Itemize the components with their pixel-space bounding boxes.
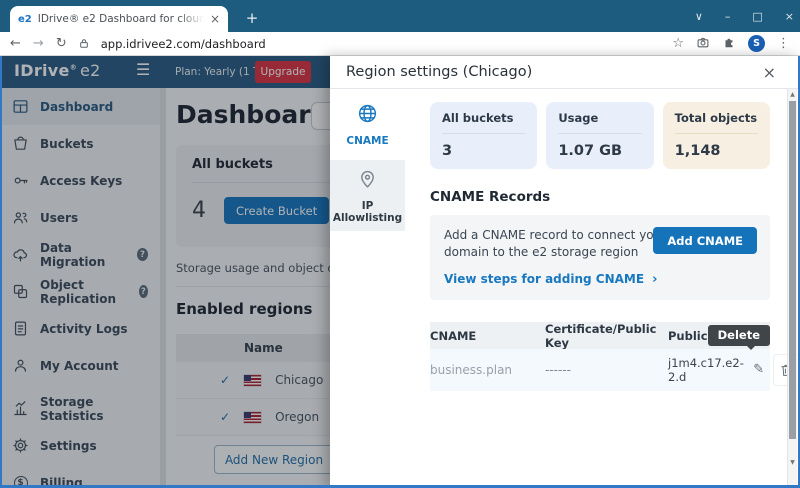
reload-icon[interactable]: ↻ — [55, 36, 67, 51]
sidebar-item-activity-logs[interactable]: Activity Logs — [0, 310, 160, 347]
panel-close-icon[interactable]: × — [762, 62, 776, 82]
address-bar: ← → ↻ app.idrivee2.com/dashboard ☆ S ⋮ — [0, 32, 800, 56]
panel-tab-list: CNAME IP Allowlisting — [330, 89, 405, 231]
add-cname-button[interactable]: Add CNAME — [653, 227, 757, 254]
storage-usage-note: Storage usage and object count — [176, 261, 360, 275]
panel-content: All buckets 3 Usage 1.07 GB Total object… — [405, 89, 800, 488]
bucket-count: 4 — [192, 198, 206, 223]
site-favicon-icon: e2 — [18, 13, 32, 25]
logs-document-icon — [12, 320, 29, 337]
sidebar-item-buckets[interactable]: Buckets — [0, 125, 160, 162]
sidebar-scrollbar[interactable] — [160, 88, 166, 488]
region-settings-panel: Region settings (Chicago) × CNAME IP All… — [330, 56, 800, 488]
sidebar-item-billing[interactable]: $ Billing — [0, 464, 160, 488]
forward-icon[interactable]: → — [32, 36, 44, 51]
profile-avatar[interactable]: S — [748, 35, 765, 52]
camera-extension-icon[interactable] — [696, 36, 710, 52]
sidebar-item-access-keys[interactable]: Access Keys — [0, 162, 160, 199]
edit-pencil-icon[interactable]: ✎ — [753, 362, 765, 378]
plan-label: Plan: Yearly (1 TB) — [175, 66, 271, 78]
us-flag-icon — [244, 411, 262, 423]
bar-chart-icon — [12, 400, 29, 417]
person-icon — [12, 357, 29, 374]
key-icon — [12, 172, 29, 189]
panel-header: Region settings (Chicago) × — [330, 56, 800, 89]
sidebar-item-users[interactable]: Users — [0, 199, 160, 236]
cname-table-row: business.plan ------ j1m4.c17.e2-2.d ✎ D… — [430, 324, 800, 391]
scroll-down-icon[interactable]: ▼ — [790, 459, 795, 466]
us-flag-icon — [244, 374, 262, 386]
secure-lock-icon — [79, 38, 89, 49]
globe-icon — [357, 103, 378, 128]
check-icon: ✓ — [220, 410, 231, 424]
browser-menu-kebab-icon[interactable]: ⋮ — [777, 36, 790, 51]
create-bucket-button[interactable]: Create Bucket — [224, 197, 330, 224]
chevron-right-icon: › — [652, 271, 658, 287]
help-icon[interactable]: ? — [136, 248, 148, 261]
check-icon: ✓ — [220, 373, 231, 387]
delete-tooltip: Delete — [707, 324, 770, 350]
bucket-icon — [12, 135, 29, 152]
window-minimize-icon[interactable]: – — [724, 9, 731, 23]
add-new-region-button[interactable]: Add New Region — [214, 445, 334, 474]
stat-card-all-buckets: All buckets 3 — [430, 102, 538, 169]
window-maximize-icon[interactable]: □ — [752, 9, 763, 23]
url-field[interactable]: app.idrivee2.com/dashboard — [100, 36, 266, 51]
window-close-icon[interactable]: × — [784, 9, 794, 23]
sidebar-item-settings[interactable]: Settings — [0, 427, 160, 464]
tab-ip-allowlisting[interactable]: IP Allowlisting — [330, 160, 405, 231]
sidebar-item-my-account[interactable]: My Account — [0, 347, 160, 384]
panel-title: Region settings (Chicago) — [346, 64, 533, 80]
address-bar-actions: ☆ S ⋮ — [672, 35, 790, 52]
bookmark-star-icon[interactable]: ☆ — [672, 36, 684, 51]
window-border — [0, 56, 2, 488]
all-buckets-title: All buckets — [192, 157, 360, 183]
help-icon[interactable]: ? — [138, 285, 148, 298]
scroll-up-icon[interactable]: ▲ — [790, 91, 795, 98]
hamburger-menu-icon[interactable]: ☰ — [136, 60, 151, 79]
window-border — [798, 56, 800, 488]
window-border — [0, 485, 800, 488]
location-pin-icon — [357, 168, 378, 193]
users-icon — [12, 209, 29, 226]
idrive-e2-logo[interactable]: IDrive® e2 — [14, 61, 101, 80]
new-tab-button[interactable]: + — [245, 9, 259, 27]
browser-tab[interactable]: e2 IDrive® e2 Dashboard for cloud × — [10, 6, 228, 32]
tab-title: IDrive® e2 Dashboard for cloud — [37, 13, 204, 25]
view-steps-link[interactable]: View steps for adding CNAME › — [444, 271, 658, 287]
sidebar-nav: Dashboard Buckets Access Keys Users Data… — [0, 88, 160, 488]
stat-card-usage: Usage 1.07 GB — [546, 102, 654, 169]
sidebar-item-storage-statistics[interactable]: Storage Statistics — [0, 390, 160, 427]
replication-icon — [12, 283, 29, 300]
extensions-puzzle-icon[interactable] — [722, 35, 736, 52]
modal-backdrop[interactable] — [0, 56, 330, 488]
upgrade-button[interactable]: Upgrade — [255, 61, 311, 83]
window-controls: ∨ – □ × — [695, 0, 794, 32]
cname-info-text: Add a CNAME record to connect your domai… — [444, 228, 667, 260]
browser-tabstrip: e2 IDrive® e2 Dashboard for cloud × + ∨ … — [0, 0, 800, 32]
enabled-regions-title: Enabled regions — [176, 300, 313, 318]
sidebar-item-object-replication[interactable]: Object Replication ? — [0, 273, 160, 310]
scrollbar-thumb[interactable] — [789, 101, 796, 439]
gear-icon — [12, 437, 29, 454]
sidebar-item-data-migration[interactable]: Data Migration ? — [0, 236, 160, 273]
stat-card-total-objects: Total objects 1,148 — [662, 102, 770, 169]
cname-records-title: CNAME Records — [430, 189, 551, 205]
tab-cname[interactable]: CNAME — [330, 89, 405, 160]
cname-info-box: Add a CNAME record to connect your domai… — [430, 215, 770, 300]
page-title: Dashboard — [176, 100, 329, 129]
sidebar-item-dashboard[interactable]: Dashboard — [0, 88, 160, 125]
back-icon[interactable]: ← — [10, 36, 21, 51]
cloud-migration-icon — [12, 246, 29, 263]
cname-table: CNAME Certificate/Public Key Public DNS … — [430, 321, 800, 391]
tab-close-icon[interactable]: × — [209, 12, 220, 26]
window-menu-icon[interactable]: ∨ — [694, 9, 703, 23]
dashboard-icon — [12, 98, 29, 115]
panel-scrollbar[interactable]: ▲ ▼ — [787, 89, 797, 488]
billing-dollar-icon: $ — [12, 474, 29, 488]
stats-row: All buckets 3 Usage 1.07 GB Total object… — [430, 102, 770, 169]
